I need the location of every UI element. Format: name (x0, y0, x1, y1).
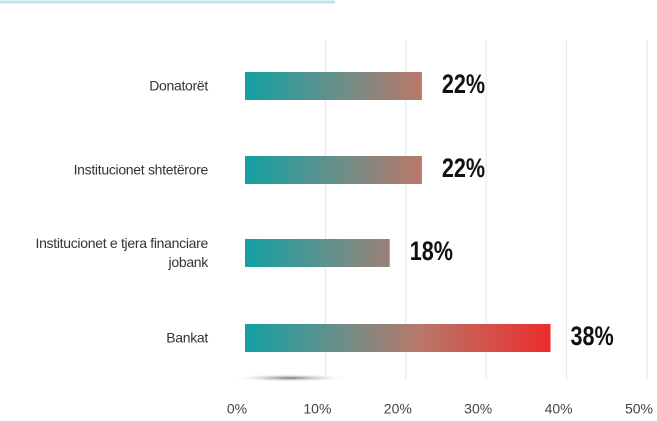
category-label: Donatorët (149, 77, 208, 94)
bar (245, 239, 390, 267)
category-label: Bankat (166, 329, 208, 346)
x-tick-label: 20% (384, 401, 412, 417)
x-tick-label: 10% (303, 401, 331, 417)
bar (245, 324, 551, 352)
x-tick-label: 40% (545, 401, 573, 417)
x-tick-label: 30% (464, 401, 492, 417)
bar (245, 72, 422, 100)
value-label: 22% (442, 70, 485, 100)
value-label: 22% (442, 154, 485, 184)
x-tick-label: 0% (227, 401, 247, 417)
category-label: Institucionet e tjera financiare jobank (35, 235, 208, 270)
x-tick-label: 50% (625, 401, 653, 417)
bar (245, 156, 422, 184)
shadow (230, 374, 350, 382)
value-label: 18% (410, 237, 453, 267)
value-label: 38% (571, 322, 614, 352)
category-label: Institucionet shtetërore (73, 161, 209, 178)
